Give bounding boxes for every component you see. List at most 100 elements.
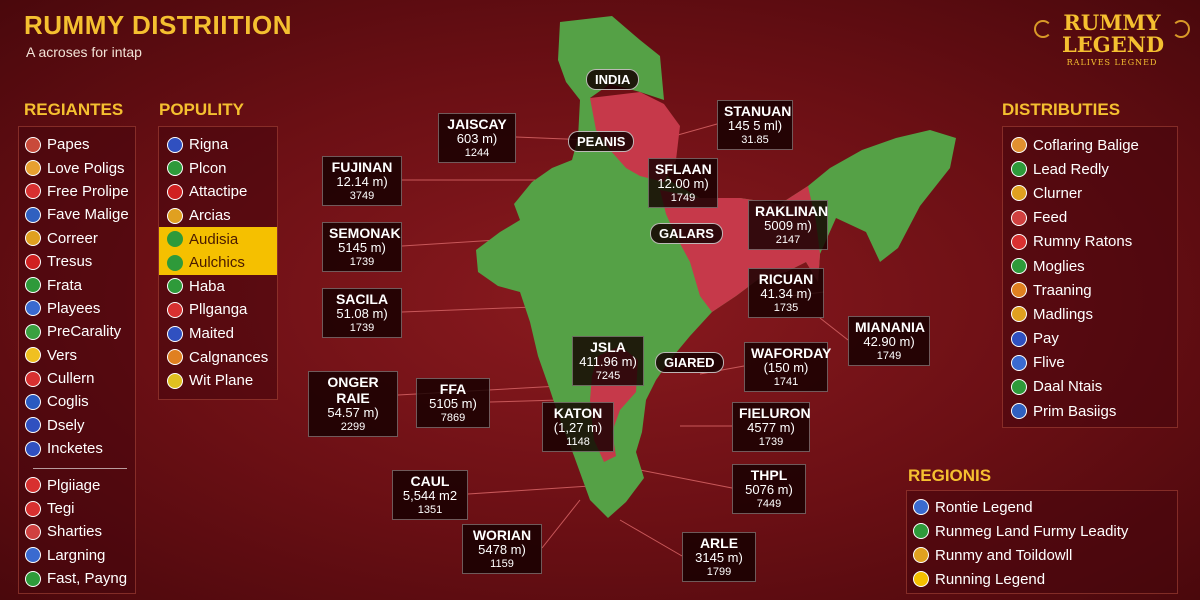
leaf-icon <box>167 372 183 389</box>
list-item-label: Papes <box>47 136 90 154</box>
list-item[interactable]: Runmeg Land Furmy Leadity <box>913 519 1177 543</box>
map-label[interactable]: CAUL 5,544 m2 1351 <box>392 470 468 520</box>
list-item[interactable]: Love Poligs <box>25 156 135 179</box>
flag-icon <box>25 206 41 223</box>
map-label[interactable]: SACILA 51.08 m) 1739 <box>322 288 402 338</box>
list-item-label: Madlings <box>1033 305 1094 323</box>
globe-icon <box>1011 185 1027 202</box>
list-item[interactable]: Sharties <box>25 520 135 543</box>
map-label-value: 603 m) <box>456 131 498 147</box>
list-item[interactable]: Coglis <box>25 390 135 413</box>
list-item[interactable]: Moglies <box>1011 254 1177 278</box>
list-item[interactable]: Pay <box>1011 327 1177 351</box>
list-item[interactable]: Cullern <box>25 367 135 390</box>
map-label[interactable]: FUJINAN 12.14 m) 3749 <box>322 156 402 206</box>
list-item[interactable]: Incketes <box>25 437 135 460</box>
list-item[interactable]: Correer <box>25 227 135 250</box>
globe-icon <box>1011 378 1027 395</box>
circle-icon <box>25 253 41 270</box>
list-item[interactable]: Maited <box>159 322 277 346</box>
map-label[interactable]: JSLA 411.96 m) 7245 <box>572 336 644 386</box>
list-item[interactable]: Papes <box>25 133 135 156</box>
list-item[interactable]: PreCarality <box>25 320 135 343</box>
map-label[interactable]: FIELURON 4577 m) 1739 <box>732 402 811 452</box>
list-item-label: Running Legend <box>935 570 1046 588</box>
globe-icon <box>913 499 929 515</box>
list-item[interactable]: Audisia <box>159 227 277 251</box>
map-label[interactable]: KATON (1,27 m) 1148 <box>542 402 614 452</box>
list-item[interactable]: Attactipe <box>159 180 277 204</box>
map-label[interactable]: ONGER RAIE 54.57 m) 2299 <box>308 371 398 437</box>
list-divider <box>33 468 127 470</box>
distributies-heading: DISTRIBUTIES <box>1002 100 1121 119</box>
list-item[interactable]: Clurner <box>1011 181 1177 205</box>
connector-line <box>541 499 581 549</box>
list-item[interactable]: Arcias <box>159 204 277 228</box>
map-label[interactable]: FFA 5105 m) 7869 <box>416 378 490 428</box>
map-label[interactable]: ARLE 3145 m) 1799 <box>682 532 756 582</box>
map-label[interactable]: JAISCAY 603 m) 1244 <box>438 113 516 163</box>
flag-icon <box>1011 137 1027 154</box>
regionis-heading: REGIONIS <box>908 466 992 485</box>
list-item[interactable]: Haba <box>159 275 277 299</box>
list-item[interactable]: Largning <box>25 544 135 567</box>
flag-icon <box>1011 258 1027 275</box>
map-label[interactable]: WAFORDAY (150 m) 1741 <box>744 342 831 392</box>
list-item[interactable]: Dsely <box>25 414 135 437</box>
flag-icon <box>25 277 41 294</box>
map-label-name: SFLAAN <box>655 161 712 177</box>
map-label-code: 1741 <box>773 376 799 389</box>
map-label-value: 5009 m) <box>764 218 812 234</box>
list-item[interactable]: Traaning <box>1011 278 1177 302</box>
list-item[interactable]: Plgiiage <box>25 473 135 496</box>
list-item[interactable]: Pllganga <box>159 298 277 322</box>
map-label-code: 1148 <box>566 436 590 449</box>
map-label-value: 5145 m) <box>338 240 386 256</box>
list-item[interactable]: Playees <box>25 297 135 320</box>
list-item[interactable]: Plcon <box>159 157 277 181</box>
list-item[interactable]: Flive <box>1011 351 1177 375</box>
map-label[interactable]: WORIAN 5478 m) 1159 <box>462 524 542 574</box>
map-label[interactable]: THPL 5076 m) 7449 <box>732 464 806 514</box>
map-label[interactable]: RICUAN 41.34 m) 1735 <box>748 268 824 318</box>
list-item-label: Vers <box>47 346 78 364</box>
list-item[interactable]: Feed <box>1011 206 1177 230</box>
map-label[interactable]: STANUAN 145 5 ml) 31.85 <box>717 100 793 150</box>
flag-icon <box>25 477 41 494</box>
globe-icon <box>913 547 929 563</box>
list-item[interactable]: Running Legend <box>913 567 1177 591</box>
map-label-name: STANUAN <box>724 103 792 119</box>
map-label[interactable]: RAKLINAN 5009 m) 2147 <box>748 200 828 250</box>
map-label-value: 5478 m) <box>478 542 526 558</box>
list-item[interactable]: Tresus <box>25 250 135 273</box>
region-tag: GALARS <box>650 223 723 244</box>
list-item[interactable]: Madlings <box>1011 302 1177 326</box>
list-item[interactable]: Fave Malige <box>25 203 135 226</box>
list-item[interactable]: Coflaring Balige <box>1011 133 1177 157</box>
list-item[interactable]: Calgnances <box>159 345 277 369</box>
list-item[interactable]: Vers <box>25 344 135 367</box>
list-item-label: Sharties <box>47 523 103 541</box>
list-item[interactable]: Rontie Legend <box>913 495 1177 519</box>
list-item[interactable]: Daal Ntais <box>1011 375 1177 399</box>
list-item[interactable]: Wit Plane <box>159 369 277 393</box>
list-item[interactable]: Fast, Payng <box>25 567 135 590</box>
list-item[interactable]: Runmy and Toildowll <box>913 543 1177 567</box>
list-item[interactable]: Frata <box>25 273 135 296</box>
map-label-code: 2299 <box>340 421 366 434</box>
list-item[interactable]: Rumny Ratons <box>1011 230 1177 254</box>
list-item[interactable]: Lead Redly <box>1011 157 1177 181</box>
populity-list: Rigna Plcon Attactipe Arcias Audisia Aulchics… <box>158 126 278 400</box>
map-label[interactable]: SFLAAN 12.00 m) 1749 <box>648 158 718 208</box>
map-label[interactable]: MIANANIA 42.90 m) 1749 <box>848 316 930 366</box>
list-item[interactable]: Rigna <box>159 133 277 157</box>
list-item[interactable]: Free Prolipe <box>25 180 135 203</box>
list-item-label: Wit Plane <box>189 372 254 390</box>
map-label-code: 1351 <box>417 504 443 517</box>
distributies-list: Coflaring Balige Lead Redly Clurner Feed Rum… <box>1002 126 1178 428</box>
list-item[interactable]: Aulchics <box>159 250 277 275</box>
list-item[interactable]: Tegi <box>25 497 135 520</box>
flag-icon <box>25 323 41 340</box>
map-label[interactable]: SEMONAK 5145 m) 1739 <box>322 222 402 272</box>
list-item[interactable]: Prim Basiigs <box>1011 399 1177 423</box>
